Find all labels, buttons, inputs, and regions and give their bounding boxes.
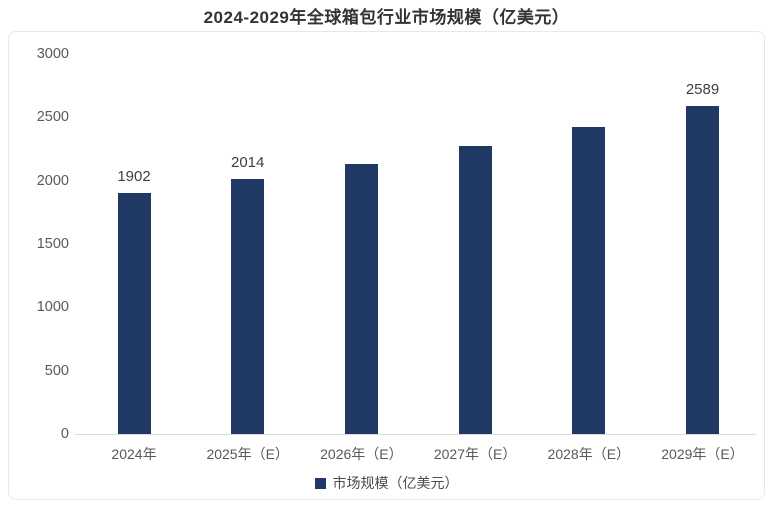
y-tick-label: 1000 <box>36 299 69 316</box>
y-tick-label: 3000 <box>36 46 69 62</box>
y-tick-label: 2000 <box>36 172 69 189</box>
legend-label: 市场规模（亿美元） <box>332 475 459 491</box>
x-tick-label: 2025年（E） <box>206 446 289 462</box>
x-tick-label: 2029年（E） <box>661 446 744 462</box>
y-tick-label: 0 <box>60 426 69 442</box>
legend: 市场规模（亿美元） <box>9 473 764 493</box>
bar-2028年（E） <box>572 126 606 434</box>
bar-2027年（E） <box>458 145 492 434</box>
bar-value-label: 2589 <box>685 81 720 99</box>
chart-card: 0 500 1000 1500 2000 2500 3000 1902 2024年 2014 20… <box>8 31 765 500</box>
bar-2024年 <box>117 193 151 434</box>
y-tick-label: 1500 <box>36 236 69 252</box>
bar-value-label: 1902 <box>117 168 151 186</box>
x-tick-label: 2024年 <box>111 446 157 462</box>
y-axis: 0 500 1000 1500 2000 2500 3000 <box>9 32 69 499</box>
x-tick-label: 2027年（E） <box>433 446 517 462</box>
x-axis-line <box>75 434 756 435</box>
y-tick-label: 500 <box>44 362 69 379</box>
legend-marker-square-icon <box>314 477 326 489</box>
chart-title: 2024-2029年全球箱包行业市场规模（亿美元） <box>203 8 570 27</box>
bar-2026年（E） <box>344 163 378 434</box>
x-tick-label: 2028年（E） <box>547 446 631 462</box>
bar-value-label: 2014 <box>231 153 265 171</box>
bar-2025年（E） <box>231 178 265 434</box>
bar-2029年（E） <box>686 106 719 434</box>
y-tick-label: 2500 <box>36 109 69 126</box>
x-tick-label: 2026年（E） <box>320 446 403 462</box>
